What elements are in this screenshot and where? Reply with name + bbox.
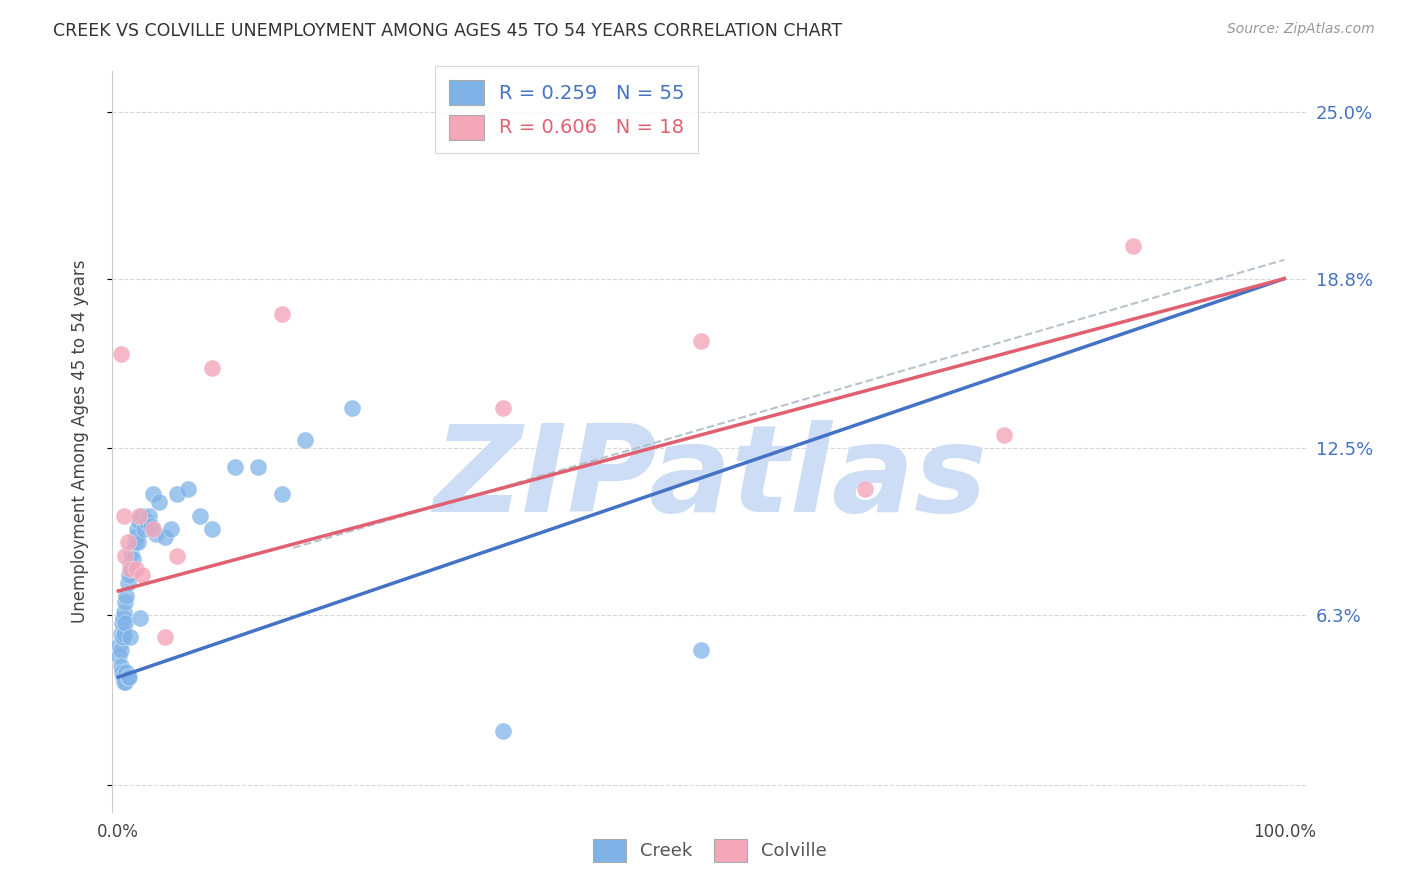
Point <box>110 347 132 361</box>
Point <box>148 495 170 509</box>
Point <box>153 630 176 644</box>
Point <box>115 665 138 679</box>
Point <box>139 519 162 533</box>
Point <box>125 562 148 576</box>
Point <box>111 665 134 679</box>
Text: Source: ZipAtlas.com: Source: ZipAtlas.com <box>1227 22 1375 37</box>
Point <box>142 522 165 536</box>
Point <box>122 551 145 566</box>
Point <box>118 567 141 582</box>
Point <box>110 643 132 657</box>
Point <box>247 460 270 475</box>
Point <box>270 307 292 321</box>
Point <box>690 334 713 348</box>
Point <box>492 723 515 738</box>
Point <box>129 611 152 625</box>
Point <box>114 675 136 690</box>
Point <box>200 360 222 375</box>
Point <box>166 487 188 501</box>
Point <box>131 508 153 523</box>
Point <box>128 514 150 528</box>
Point <box>153 530 176 544</box>
Point <box>112 606 135 620</box>
Point <box>114 595 136 609</box>
Point <box>124 535 146 549</box>
Point <box>853 482 876 496</box>
Point <box>117 670 139 684</box>
Point <box>132 522 155 536</box>
Point <box>111 616 134 631</box>
Text: ZIPatlas: ZIPatlas <box>433 420 987 537</box>
Point <box>131 567 153 582</box>
Point <box>114 549 136 563</box>
Point <box>492 401 515 415</box>
Point <box>166 549 188 563</box>
Point <box>125 530 148 544</box>
Point <box>121 562 143 576</box>
Point <box>117 575 139 590</box>
Point <box>177 482 200 496</box>
Point <box>112 627 135 641</box>
Point <box>118 562 141 576</box>
Point <box>118 670 141 684</box>
Point <box>200 522 222 536</box>
Point <box>114 616 136 631</box>
Point <box>128 508 150 523</box>
Point <box>117 535 139 549</box>
Point <box>112 675 135 690</box>
Point <box>112 508 135 523</box>
Point <box>1122 239 1144 253</box>
Legend: Creek, Colville: Creek, Colville <box>586 831 834 870</box>
Point <box>145 527 167 541</box>
Point <box>294 433 316 447</box>
Point <box>142 487 165 501</box>
Text: CREEK VS COLVILLE UNEMPLOYMENT AMONG AGES 45 TO 54 YEARS CORRELATION CHART: CREEK VS COLVILLE UNEMPLOYMENT AMONG AGE… <box>53 22 842 40</box>
Point <box>159 522 181 536</box>
Point <box>188 508 211 523</box>
Point <box>108 638 131 652</box>
Point <box>110 627 132 641</box>
Point <box>138 508 160 523</box>
Point <box>340 401 363 415</box>
Point <box>993 427 1015 442</box>
Point <box>110 659 132 673</box>
Point <box>118 557 141 571</box>
Point <box>115 590 138 604</box>
Point <box>111 611 134 625</box>
Y-axis label: Unemployment Among Ages 45 to 54 years: Unemployment Among Ages 45 to 54 years <box>70 260 89 624</box>
Point <box>120 546 142 560</box>
Point <box>125 522 148 536</box>
Point <box>127 535 149 549</box>
Point <box>135 514 157 528</box>
Point <box>690 643 713 657</box>
Point <box>270 487 292 501</box>
Point <box>111 630 134 644</box>
Point <box>108 648 131 663</box>
Point <box>111 630 134 644</box>
Point <box>118 630 141 644</box>
Point <box>224 460 246 475</box>
Point <box>111 670 134 684</box>
